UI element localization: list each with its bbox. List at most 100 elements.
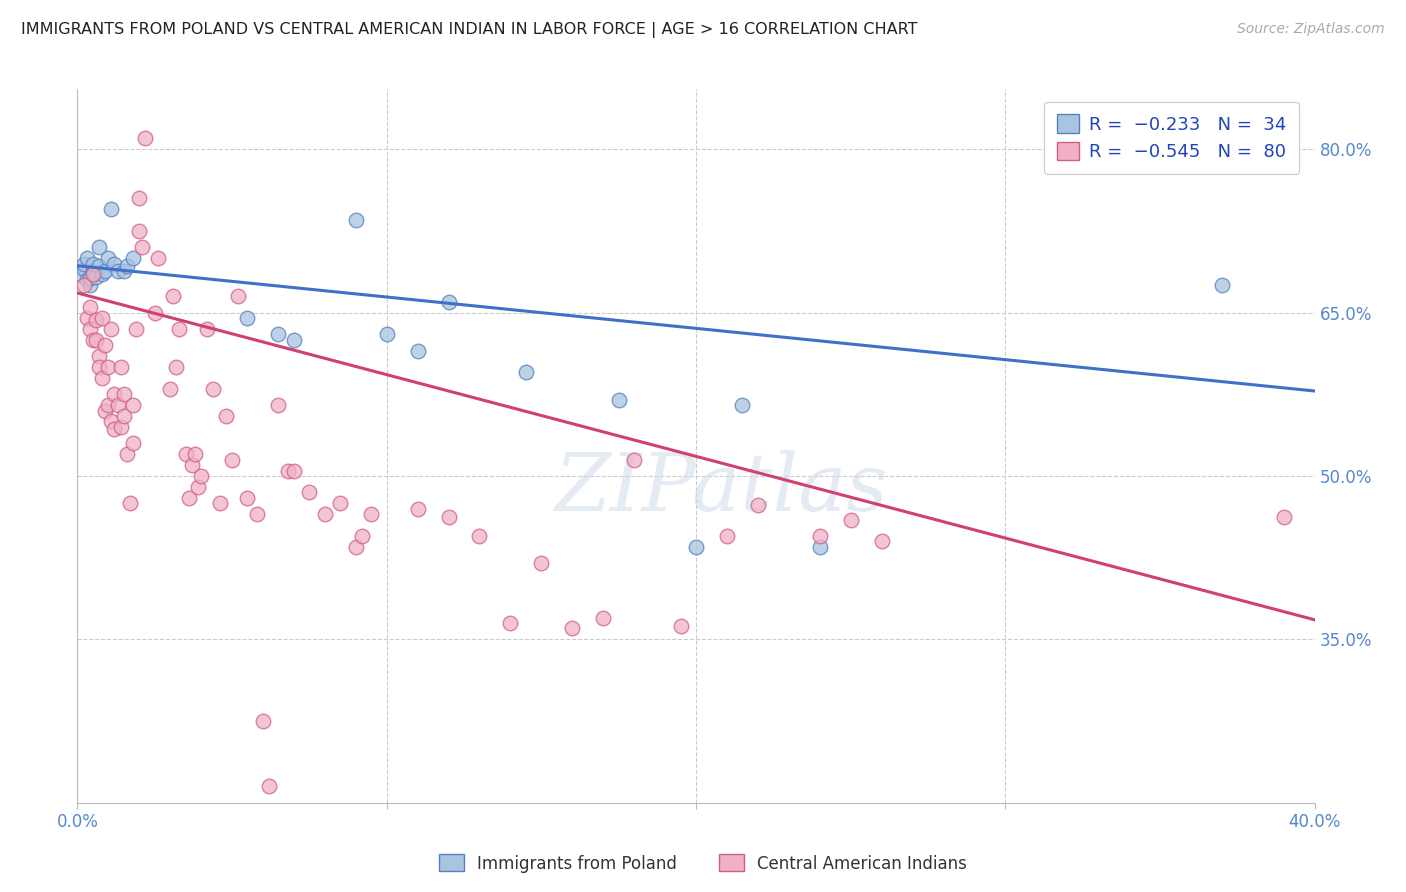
Legend: R =  −0.233   N =  34, R =  −0.545   N =  80: R = −0.233 N = 34, R = −0.545 N = 80 xyxy=(1045,102,1299,174)
Point xyxy=(195,322,218,336)
Point xyxy=(76,251,98,265)
Point xyxy=(731,398,754,412)
Point xyxy=(177,491,200,505)
Point xyxy=(184,447,207,461)
Point xyxy=(468,529,491,543)
Point xyxy=(623,452,645,467)
Point xyxy=(79,270,101,285)
Point xyxy=(870,534,893,549)
Point xyxy=(100,202,122,216)
Point xyxy=(118,496,141,510)
Point xyxy=(76,273,98,287)
Point xyxy=(100,322,122,336)
Point xyxy=(91,268,114,282)
Point xyxy=(236,310,259,325)
Point xyxy=(1211,278,1233,293)
Point xyxy=(344,540,367,554)
Point xyxy=(406,501,429,516)
Point xyxy=(103,256,125,270)
Point xyxy=(174,447,197,461)
Point xyxy=(190,469,212,483)
Point xyxy=(128,191,150,205)
Point xyxy=(202,382,225,396)
Point xyxy=(100,415,122,429)
Point xyxy=(839,512,862,526)
Point xyxy=(110,359,132,374)
Point xyxy=(131,240,153,254)
Point xyxy=(115,447,138,461)
Point xyxy=(110,420,132,434)
Point xyxy=(84,313,107,327)
Point xyxy=(79,322,101,336)
Point xyxy=(82,264,104,278)
Point xyxy=(82,333,104,347)
Point xyxy=(143,305,166,319)
Point xyxy=(97,359,120,374)
Point xyxy=(685,540,707,554)
Point xyxy=(72,262,94,277)
Point xyxy=(236,491,259,505)
Point xyxy=(499,615,522,630)
Point xyxy=(125,322,148,336)
Point xyxy=(360,507,382,521)
Point xyxy=(146,251,169,265)
Point xyxy=(808,529,831,543)
Point xyxy=(165,359,187,374)
Point xyxy=(277,463,299,477)
Point xyxy=(79,300,101,314)
Point xyxy=(162,289,184,303)
Point xyxy=(87,259,110,273)
Point xyxy=(82,268,104,282)
Point xyxy=(208,496,231,510)
Point xyxy=(437,294,460,309)
Point xyxy=(437,510,460,524)
Point xyxy=(97,398,120,412)
Point xyxy=(134,131,156,145)
Point xyxy=(246,507,269,521)
Text: Source: ZipAtlas.com: Source: ZipAtlas.com xyxy=(1237,22,1385,37)
Text: IMMIGRANTS FROM POLAND VS CENTRAL AMERICAN INDIAN IN LABOR FORCE | AGE > 16 CORR: IMMIGRANTS FROM POLAND VS CENTRAL AMERIC… xyxy=(21,22,918,38)
Point xyxy=(314,507,336,521)
Point xyxy=(84,269,107,284)
Point xyxy=(221,452,243,467)
Point xyxy=(350,529,373,543)
Point xyxy=(107,398,129,412)
Point xyxy=(252,714,274,728)
Point xyxy=(344,213,367,227)
Point xyxy=(607,392,630,407)
Point xyxy=(226,289,249,303)
Point xyxy=(122,436,145,450)
Point xyxy=(103,387,125,401)
Point xyxy=(716,529,738,543)
Point xyxy=(257,780,280,794)
Point xyxy=(103,422,125,436)
Point xyxy=(94,338,117,352)
Point xyxy=(128,224,150,238)
Point xyxy=(76,310,98,325)
Point xyxy=(215,409,238,423)
Point xyxy=(94,403,117,417)
Point xyxy=(107,264,129,278)
Point xyxy=(515,366,537,380)
Point xyxy=(267,398,290,412)
Point xyxy=(669,619,692,633)
Point xyxy=(69,268,91,282)
Point xyxy=(97,251,120,265)
Point xyxy=(122,251,145,265)
Point xyxy=(115,259,138,273)
Point xyxy=(180,458,202,472)
Point xyxy=(592,610,614,624)
Point xyxy=(187,480,209,494)
Point xyxy=(267,327,290,342)
Point xyxy=(561,622,583,636)
Point xyxy=(329,496,352,510)
Point xyxy=(91,310,114,325)
Point xyxy=(283,333,305,347)
Point xyxy=(94,264,117,278)
Point xyxy=(122,398,145,412)
Point xyxy=(87,359,110,374)
Point xyxy=(530,556,553,570)
Point xyxy=(72,278,94,293)
Point xyxy=(375,327,398,342)
Point xyxy=(112,387,135,401)
